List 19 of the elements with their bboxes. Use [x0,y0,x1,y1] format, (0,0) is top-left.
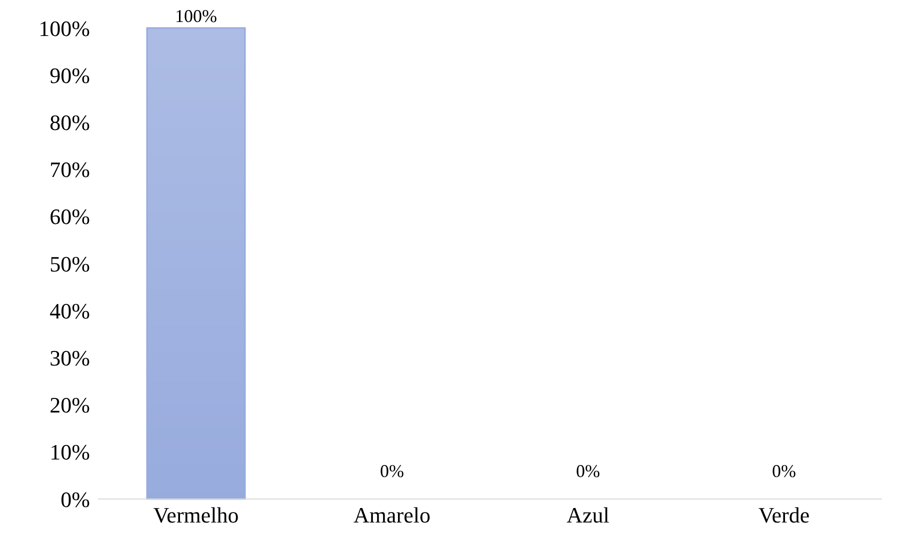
data-label: 100% [175,6,217,26]
y-tick-label: 50% [50,251,90,276]
y-tick-label: 80% [50,110,90,136]
y-tick-label: 100% [38,16,90,41]
y-tick-label: 30% [50,346,90,371]
y-tick-label: 70% [50,157,90,182]
y-tick-label: 10% [50,440,90,465]
y-tick-label: 20% [50,392,90,418]
data-label: 0% [380,461,404,481]
y-tick-label: 60% [50,204,90,230]
x-tick-label: Vermelho [153,502,239,528]
data-label: 0% [576,461,600,481]
x-tick-label: Amarelo [354,502,430,528]
x-tick-label: Azul [566,502,610,528]
y-tick-label: 0% [60,486,90,512]
x-tick-label: Verde [758,502,810,528]
y-tick-label: 40% [50,298,90,324]
data-label: 0% [772,461,796,481]
y-tick-label: 90% [50,62,90,88]
